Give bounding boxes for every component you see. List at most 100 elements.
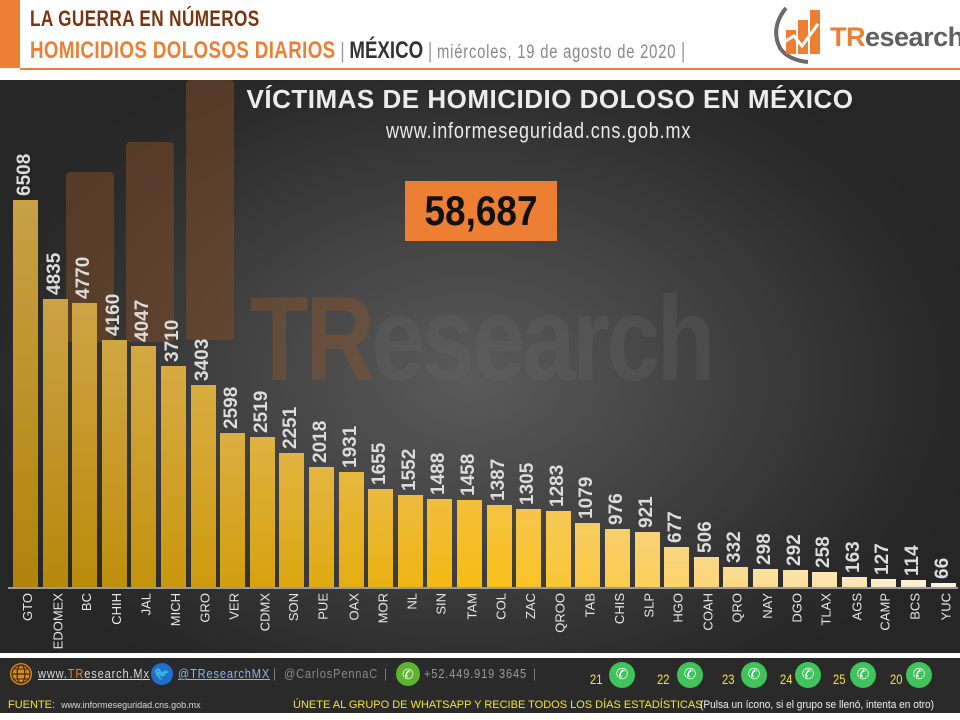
header-subtitle: HOMICIDIOS DOLOSOS DIARIOS | MÉXICO | miérco… bbox=[30, 37, 690, 65]
header-date: miércoles, 19 de agosto de 2020 bbox=[437, 42, 677, 63]
bar bbox=[43, 299, 68, 587]
bar-value-label: 976 bbox=[606, 493, 627, 525]
bar bbox=[131, 346, 156, 587]
bar bbox=[605, 529, 630, 587]
logo-wordmark: TResearch bbox=[830, 22, 960, 53]
category-label: MOR bbox=[375, 593, 390, 624]
category-label: ZAC bbox=[523, 593, 538, 619]
bar-value-label: 127 bbox=[872, 543, 893, 575]
bar-value-label: 3710 bbox=[162, 319, 183, 362]
category-label: CAMP bbox=[878, 593, 893, 631]
whatsapp-icon[interactable]: ✆ bbox=[850, 662, 876, 688]
bar-value-label: 2519 bbox=[251, 390, 272, 433]
x-axis-line bbox=[8, 587, 958, 589]
tresearch-logo: TResearch bbox=[768, 2, 960, 64]
bar-value-label: 1931 bbox=[340, 425, 361, 468]
footer-separator: | bbox=[533, 666, 537, 681]
whatsapp-cta: ÚNETE AL GRUPO DE WHATSAPP Y RECIBE TODO… bbox=[293, 699, 703, 711]
bar bbox=[457, 500, 482, 587]
bar bbox=[664, 547, 689, 587]
bar-value-label: 4770 bbox=[73, 256, 94, 299]
bar bbox=[220, 433, 245, 587]
bar-value-label: 1655 bbox=[369, 442, 390, 485]
phone-icon[interactable]: ✆ bbox=[396, 662, 420, 686]
footer-separator: | bbox=[273, 666, 277, 681]
whatsapp-icon[interactable]: ✆ bbox=[906, 662, 932, 688]
watermark-logo: TResearch bbox=[250, 272, 715, 406]
chart-title: VÍCTIMAS DE HOMICIDIO DOLOSO EN MÉXICO bbox=[246, 84, 854, 114]
bar-value-label: 4047 bbox=[132, 299, 153, 342]
header: LA GUERRA EN NÚMEROS HOMICIDIOS DOLOSOS … bbox=[0, 0, 960, 80]
category-label: MICH bbox=[168, 593, 183, 627]
category-label: DGO bbox=[790, 593, 805, 623]
bar bbox=[931, 583, 956, 587]
category-label: TLAX bbox=[819, 593, 834, 626]
bar-value-label: 163 bbox=[843, 541, 864, 573]
category-label: YUC bbox=[938, 593, 953, 621]
website-link[interactable]: www.TResearch.Mx bbox=[38, 666, 150, 681]
logo-tr: TR bbox=[830, 22, 866, 52]
twitter-link[interactable]: @TResearchMX bbox=[178, 666, 271, 681]
category-label: AGS bbox=[849, 593, 864, 621]
header-topic: HOMICIDIOS DOLOSOS DIARIOS bbox=[30, 37, 336, 64]
total-value: 58,687 bbox=[424, 187, 538, 234]
bar bbox=[191, 385, 216, 587]
category-label: BC bbox=[79, 593, 94, 612]
category-label: OAX bbox=[346, 593, 361, 621]
chart-panel: TResearch VÍCTIMAS DE HOMICIDIO DOLOSO E… bbox=[0, 80, 960, 653]
whatsapp-group-number: 21 bbox=[590, 671, 603, 687]
whatsapp-icon[interactable]: ✆ bbox=[609, 662, 635, 688]
header-separator: | bbox=[340, 38, 345, 63]
whatsapp-group-number: 20 bbox=[890, 671, 903, 687]
bar bbox=[279, 453, 304, 587]
bar bbox=[812, 572, 837, 587]
bar-value-label: 1458 bbox=[458, 453, 479, 496]
bar bbox=[871, 579, 896, 587]
category-label: PUE bbox=[316, 593, 331, 620]
bar-value-label: 1387 bbox=[488, 458, 509, 501]
bar bbox=[842, 577, 867, 587]
bar bbox=[250, 437, 275, 587]
whatsapp-icon[interactable]: ✆ bbox=[741, 662, 767, 688]
bar-value-label: 1552 bbox=[399, 448, 420, 491]
bar-value-label: 332 bbox=[724, 531, 745, 563]
category-label: GRO bbox=[198, 593, 213, 623]
source-line: FUENTE: www.informeseguridad.cns.gob.mx bbox=[8, 699, 201, 711]
globe-icon bbox=[10, 663, 32, 685]
header-series-title: LA GUERRA EN NÚMEROS bbox=[30, 6, 260, 31]
bar bbox=[398, 495, 423, 587]
bar-value-label: 4835 bbox=[44, 252, 65, 295]
bar-value-label: 1283 bbox=[547, 464, 568, 507]
whatsapp-group-number: 23 bbox=[722, 671, 735, 687]
twitter-icon[interactable]: 🐦 bbox=[151, 663, 173, 685]
bar-value-label: 1488 bbox=[428, 452, 449, 495]
bar bbox=[427, 499, 452, 587]
header-region: MÉXICO bbox=[349, 37, 424, 64]
logo-research: esearch bbox=[865, 22, 960, 52]
bar bbox=[72, 303, 97, 587]
category-label: TAM bbox=[464, 593, 479, 620]
watermark-bar bbox=[126, 142, 174, 342]
bar-value-label: 2251 bbox=[280, 406, 301, 449]
category-label: BCS bbox=[908, 593, 923, 620]
category-label: NL bbox=[405, 593, 420, 610]
bar-value-label: 677 bbox=[665, 511, 686, 543]
category-label: TAB bbox=[582, 593, 597, 618]
whatsapp-icon[interactable]: ✆ bbox=[677, 662, 703, 688]
bar-value-label: 1305 bbox=[517, 462, 538, 505]
bar-value-label: 298 bbox=[754, 533, 775, 565]
category-label: EDOMEX bbox=[50, 593, 65, 650]
watermark-bar bbox=[186, 80, 234, 340]
personal-handle: @CarlosPennaC bbox=[284, 666, 379, 681]
bar-value-label: 2018 bbox=[310, 420, 331, 463]
category-label: CDMX bbox=[257, 593, 272, 632]
footer: www.TResearch.Mx | 🐦 @TResearchMX | @Car… bbox=[0, 658, 960, 713]
category-label: JAL bbox=[138, 593, 153, 616]
logo-chart-icon bbox=[774, 6, 820, 64]
whatsapp-icon[interactable]: ✆ bbox=[795, 662, 821, 688]
bar bbox=[694, 557, 719, 587]
bar-value-label: 506 bbox=[695, 521, 716, 553]
bar bbox=[516, 509, 541, 587]
category-label: VER bbox=[227, 593, 242, 620]
category-label: COL bbox=[494, 593, 509, 620]
